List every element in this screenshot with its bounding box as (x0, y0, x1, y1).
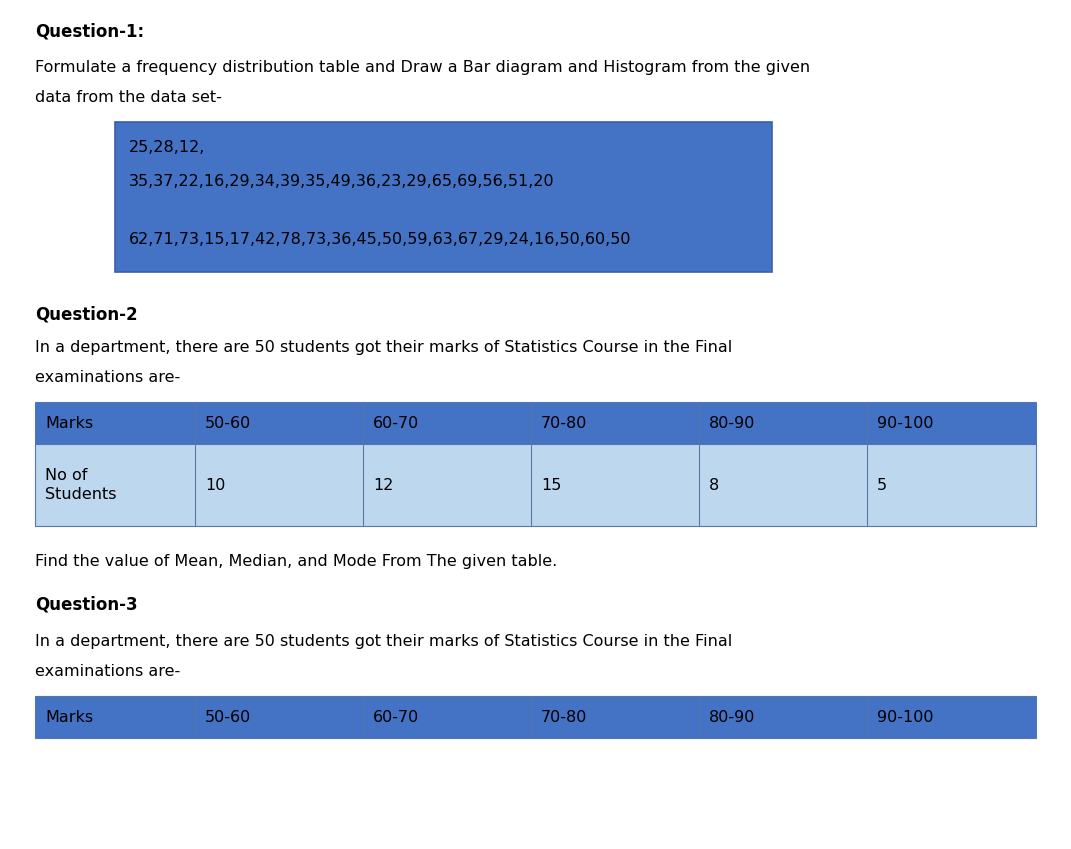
Text: Question-2: Question-2 (35, 305, 138, 323)
Text: 60-70: 60-70 (373, 415, 419, 430)
Text: 5: 5 (877, 477, 887, 492)
Text: 50-60: 50-60 (205, 415, 252, 430)
Text: Find the value of Mean, Median, and Mode From The given table.: Find the value of Mean, Median, and Mode… (35, 554, 557, 569)
Bar (35, 444, 1036, 526)
Text: 50-60: 50-60 (205, 710, 252, 724)
Text: 10: 10 (205, 477, 225, 492)
Text: Question-1:: Question-1: (35, 22, 145, 40)
Text: 25,28,12,: 25,28,12, (129, 140, 206, 155)
Text: 60-70: 60-70 (373, 710, 419, 724)
Text: data from the data set-: data from the data set- (35, 90, 222, 105)
Text: 90-100: 90-100 (877, 710, 934, 724)
Bar (35, 696, 1036, 738)
Text: 8: 8 (709, 477, 720, 492)
Text: 15: 15 (541, 477, 561, 492)
Bar (35, 402, 1036, 444)
Bar (115, 122, 772, 272)
Text: Formulate a frequency distribution table and Draw a Bar diagram and Histogram fr: Formulate a frequency distribution table… (35, 60, 810, 75)
Text: Marks: Marks (45, 415, 93, 430)
Text: 80-90: 80-90 (709, 415, 755, 430)
Text: 70-80: 70-80 (541, 415, 587, 430)
Text: 80-90: 80-90 (709, 710, 755, 724)
Text: 12: 12 (373, 477, 393, 492)
Text: No of
Students: No of Students (45, 468, 117, 503)
Text: examinations are-: examinations are- (35, 664, 180, 679)
Text: In a department, there are 50 students got their marks of Statistics Course in t: In a department, there are 50 students g… (35, 634, 733, 649)
Text: 62,71,73,15,17,42,78,73,36,45,50,59,63,67,29,24,16,50,60,50: 62,71,73,15,17,42,78,73,36,45,50,59,63,6… (129, 232, 632, 247)
Text: Marks: Marks (45, 710, 93, 724)
Text: In a department, there are 50 students got their marks of Statistics Course in t: In a department, there are 50 students g… (35, 340, 733, 355)
Text: 70-80: 70-80 (541, 710, 587, 724)
Text: 90-100: 90-100 (877, 415, 934, 430)
Text: Question-3: Question-3 (35, 596, 138, 614)
Text: examinations are-: examinations are- (35, 370, 180, 385)
Text: 35,37,22,16,29,34,39,35,49,36,23,29,65,69,56,51,20: 35,37,22,16,29,34,39,35,49,36,23,29,65,6… (129, 174, 555, 189)
